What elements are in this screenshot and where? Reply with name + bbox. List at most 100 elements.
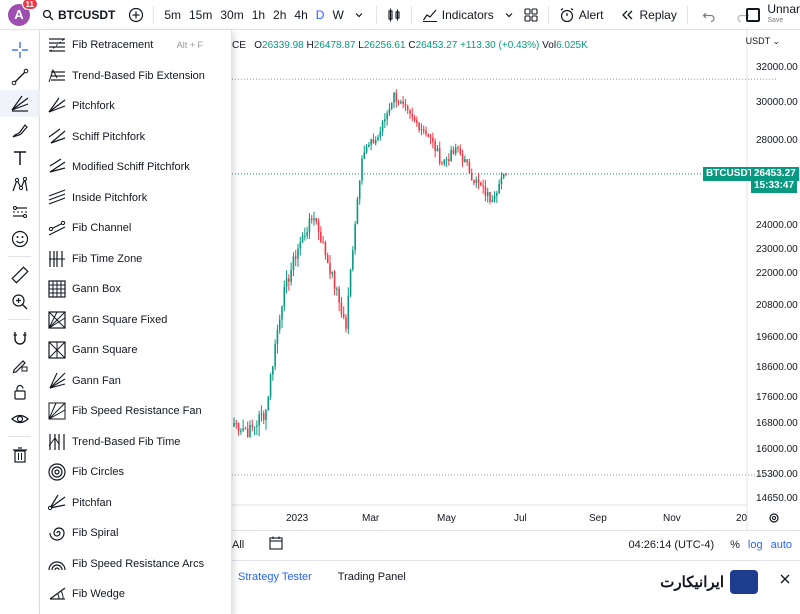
menu-item-schiff-pitchfork[interactable]: Schiff Pitchfork [40,122,231,153]
candle-body [464,159,466,162]
chart-type-button[interactable] [383,4,405,26]
menu-item-fib-circles[interactable]: Fib Circles [40,457,231,488]
pitchfork-icon [11,95,29,112]
layout-checkbox[interactable] [746,8,760,22]
candles-icon [388,8,400,21]
candle-body [297,248,299,259]
user-avatar[interactable]: A 11 [8,0,38,26]
menu-item-gann-square[interactable]: Gann Square [40,335,231,366]
hide-drawings[interactable] [0,405,40,432]
interval-2h[interactable]: 2h [273,7,287,22]
undo-button[interactable] [698,4,720,26]
menu-item-trend-fib-time[interactable]: Trend-Based Fib Time [40,427,231,458]
volume-label: Vol [542,40,557,51]
notification-badge: 11 [21,0,38,10]
pitchfork-icon [46,95,68,117]
candle-body [475,179,478,183]
candle-body [258,414,260,426]
menu-item-fib-retracement[interactable]: Fib Retracement Alt + F [40,30,231,61]
brush-tool[interactable] [0,117,40,144]
candle-body [288,278,290,282]
candle-body [354,224,356,251]
indicators-dropdown[interactable] [498,4,520,26]
menu-item-modified-schiff-pitchfork[interactable]: Modified Schiff Pitchfork [40,152,231,183]
replay-button[interactable]: Replay [615,3,680,27]
candle-body [452,149,455,154]
alert-label: Alert [578,7,604,22]
tab-trading-panel[interactable]: Trading Panel [337,570,406,583]
axis-settings-button[interactable] [768,512,780,527]
menu-item-fib-speed-resistance-arcs[interactable]: Fib Speed Resistance Arcs [40,549,231,580]
alert-button[interactable]: Alert [555,3,608,27]
fib-tools-group[interactable] [0,90,40,117]
range-all-button[interactable]: All [232,538,245,551]
menu-item-fib-speed-resistance-fan[interactable]: Fib Speed Resistance Fan [40,396,231,427]
interval-d[interactable]: D [315,7,325,22]
interval-dropdown[interactable] [348,4,370,26]
percent-scale-toggle[interactable]: % [730,538,740,551]
interval-1h[interactable]: 1h [251,7,266,22]
menu-item-inside-pitchfork[interactable]: Inside Pitchfork [40,183,231,214]
menu-item-fib-spiral[interactable]: Fib Spiral [40,518,231,549]
layouts-button[interactable] [520,4,542,26]
time-tick: Jul [514,513,527,524]
candle-body [345,317,347,329]
compare-symbol-button[interactable] [125,4,147,26]
price-tick: 16800.00 [756,418,798,429]
currency-selector[interactable]: USDT ⌄ [746,36,780,47]
interval-4h[interactable]: 4h [294,7,308,22]
interval-w[interactable]: W [332,7,344,22]
change-value: +113.30 (+0.43%) [460,40,540,51]
crosshair-tool[interactable] [0,36,40,63]
zoom-in-tool[interactable] [0,288,40,315]
tab-strategy-tester[interactable]: Strategy Tester [238,570,312,583]
prediction-tool[interactable] [0,198,40,225]
icons-tool[interactable] [0,225,40,252]
stay-in-drawing-mode[interactable] [0,351,40,378]
menu-item-pitchfork[interactable]: Pitchfork [40,91,231,122]
candle-body [299,242,302,249]
goto-date-button[interactable] [268,535,284,554]
interval-15m[interactable]: 15m [189,7,213,22]
text-tool[interactable] [0,144,40,171]
menu-item-pitchfan[interactable]: Pitchfan [40,488,231,519]
remove-drawings[interactable] [0,441,40,468]
menu-item-gann-box[interactable]: Gann Box [40,274,231,305]
lock-icon [14,384,26,400]
measure-tool[interactable] [0,261,40,288]
fib-speed-resistance-arcs-icon [46,553,68,575]
indicators-button[interactable]: Indicators [418,3,498,27]
magnet-tool[interactable] [0,324,40,351]
timezone-clock[interactable]: 04:26:14 (UTC-4) [628,538,715,551]
lock-drawings[interactable] [0,378,40,405]
fib-spiral-icon [46,522,68,544]
menu-item-fib-time-zone[interactable]: Fib Time Zone [40,244,231,275]
menu-item-trend-fib-extension[interactable]: Trend-Based Fib Extension [40,61,231,92]
candle-body [441,162,443,164]
menu-item-fib-channel[interactable]: Fib Channel [40,213,231,244]
menu-item-fib-wedge[interactable]: Fib Wedge [40,579,231,610]
close-panel-button[interactable] [778,572,792,589]
candle-body [278,319,281,330]
patterns-tool[interactable] [0,171,40,198]
symbol-search[interactable]: BTCUSDT [42,8,115,22]
toolbar-divider [153,5,155,24]
time-tick: Sep [589,513,607,524]
log-scale-toggle[interactable]: log [747,538,763,551]
menu-item-label: Fib Wedge [72,588,125,601]
menu-item-gann-square-fixed[interactable]: Gann Square Fixed [40,305,231,336]
price-chart[interactable] [232,30,800,530]
candle-body [466,159,468,163]
fib-speed-resistance-fan-icon [46,400,68,422]
menu-item-gann-fan[interactable]: Gann Fan [40,366,231,397]
layout-name[interactable]: Unnar Save [767,2,800,26]
layout-title: Unnar [767,2,800,16]
auto-scale-toggle[interactable]: auto [770,538,792,551]
volume-value: 6.025K [556,40,588,51]
interval-30m[interactable]: 30m [220,7,244,22]
interval-5m[interactable]: 5m [164,7,181,22]
trend-line-tool[interactable] [0,63,40,90]
candle-body [395,92,398,102]
menu-item-label: Fib Circles [72,466,124,479]
candle-body [308,218,311,233]
